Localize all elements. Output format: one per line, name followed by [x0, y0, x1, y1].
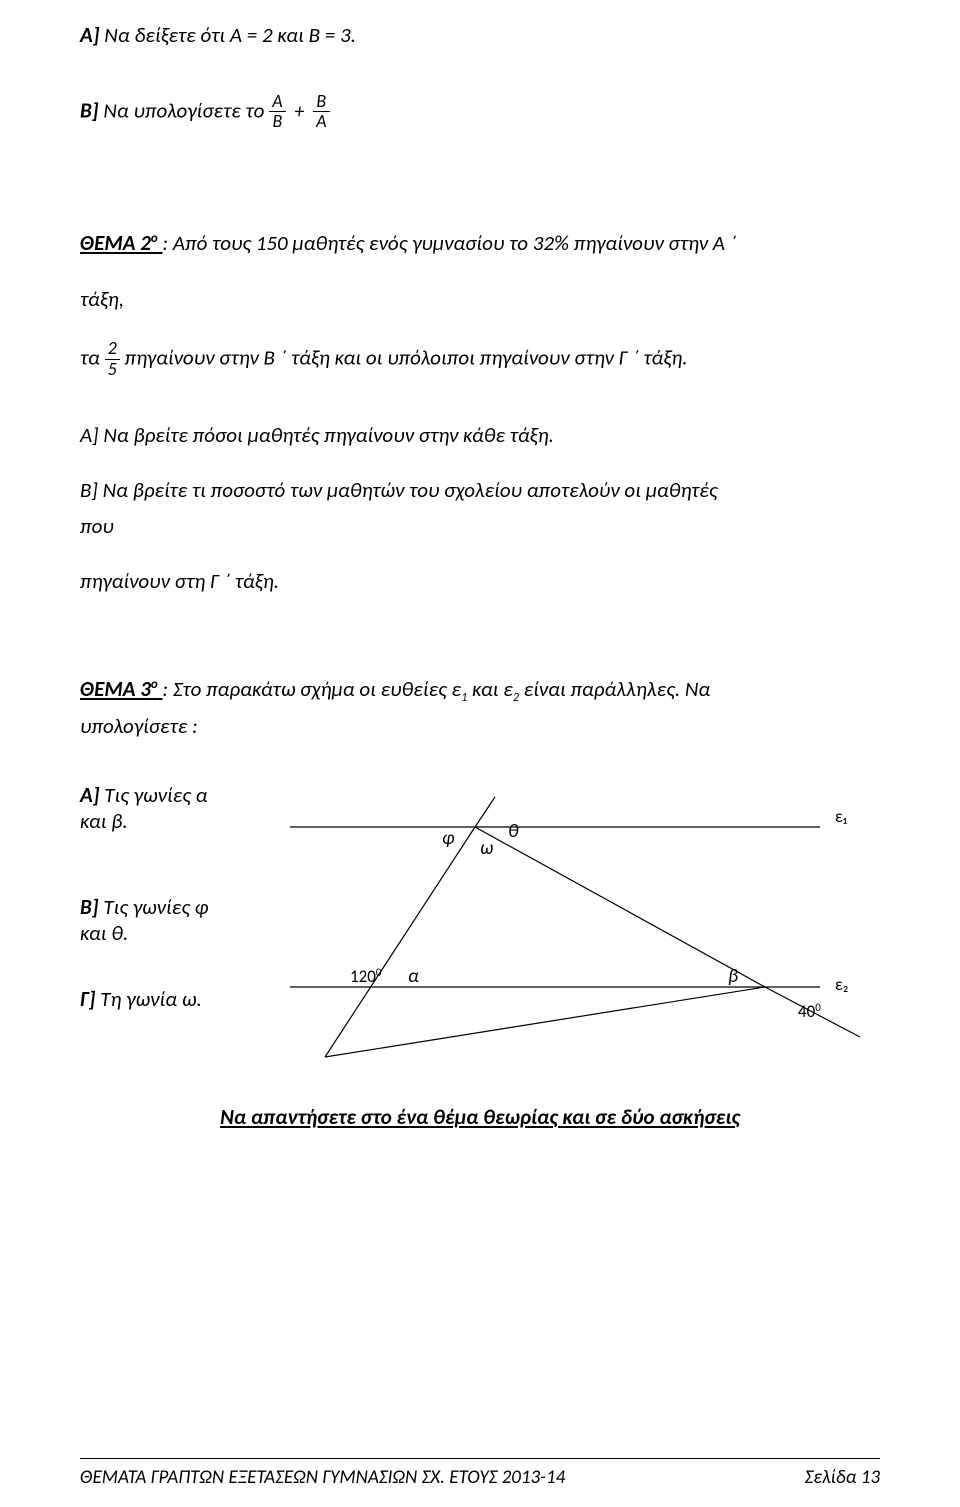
prefix-b1: Β] [80, 97, 99, 123]
text-b1: Να υπολογίσετε το [103, 97, 264, 123]
text-a1: Να δείξετε ότι Α = 2 και Β = 3. [104, 22, 356, 48]
footer-divider [80, 1458, 880, 1459]
answer-instruction: Να απαντήσετε στο ένα θέμα θεωρίας και σ… [80, 1102, 880, 1134]
svg-text:β: β [728, 965, 738, 988]
thema3-label: ΘΕΜΑ 3ο [80, 676, 162, 702]
svg-text:φ: φ [442, 827, 455, 850]
fraction-2-5: 2 5 [105, 339, 120, 380]
svg-text:ε₁: ε₁ [835, 806, 848, 827]
thema2-line3: τα 2 5 πηγαίνουν στην Β ΄ τάξη και οι υπ… [80, 339, 880, 380]
thema3-c: Γ] Τη γωνία ω. [80, 986, 240, 1012]
thema2-a-text: Να βρείτε πόσοι μαθητές πηγαίνουν στην κ… [103, 422, 554, 448]
question-b1: Β] Να υπολογίσετε το A B + B A [80, 92, 880, 133]
thema3-b: Β] Τις γωνίες φ και θ. [80, 894, 240, 946]
svg-text:ω: ω [480, 837, 493, 860]
thema2-a-prefix: Α] [80, 422, 99, 448]
prefix-a1: Α] [80, 22, 100, 48]
diagram-svg: ε₁ ε₂ 1200 α β 400 φ ωθ [280, 782, 860, 1062]
thema3-heading: ΘΕΜΑ 3ο : Στο παρακάτω σχήμα οι ευθείες … [80, 674, 880, 707]
thema3-line2: υπολογίσετε : [80, 711, 880, 743]
thema2-heading: ΘΕΜΑ 2ο : Από τους 150 μαθητές ενός γυμν… [80, 228, 880, 260]
thema2-label: ΘΕΜΑ 2ο [80, 230, 162, 256]
thema2-lead: : Από τους 150 μαθητές ενός γυμνασίου το… [162, 230, 736, 256]
thema3-content-row: Α] Τις γωνίες α και β. Β] Τις γωνίες φ κ… [80, 782, 880, 1062]
fraction-ba: B A [313, 92, 329, 133]
geometry-diagram: ε₁ ε₂ 1200 α β 400 φ ωθ [280, 782, 880, 1062]
fraction-ab: A B [269, 92, 285, 133]
footer-right: Σελίδα 13 [805, 1466, 880, 1489]
thema2-b-text: Να βρείτε τι ποσοστό των μαθητών του σχο… [103, 477, 718, 503]
thema2-b-line2: που [80, 511, 880, 543]
thema3-left-labels: Α] Τις γωνίες α και β. Β] Τις γωνίες φ κ… [80, 782, 240, 1052]
page-footer: ΘΕΜΑΤΑ ΓΡΑΠΤΩΝ ΕΞΕΤΑΣΕΩΝ ΓΥΜΝΑΣΙΩΝ ΣΧ. Ε… [80, 1466, 880, 1489]
svg-text:θ: θ [508, 820, 519, 843]
plus-icon: + [294, 97, 304, 127]
footer-left: ΘΕΜΑΤΑ ΓΡΑΠΤΩΝ ΕΞΕΤΑΣΕΩΝ ΓΥΜΝΑΣΙΩΝ ΣΧ. Ε… [80, 1466, 565, 1489]
thema2-b-prefix: Β] [80, 477, 98, 503]
question-a1: Α] Να δείξετε ότι Α = 2 και Β = 3. [80, 20, 880, 52]
thema3-a: Α] Τις γωνίες α και β. [80, 782, 240, 834]
thema2-b-line3: πηγαίνουν στη Γ ΄ τάξη. [80, 566, 880, 598]
svg-text:α: α [408, 965, 419, 988]
thema2-b-line1: Β] Να βρείτε τι ποσοστό των μαθητών του … [80, 475, 880, 507]
thema2-a: Α] Να βρείτε πόσοι μαθητές πηγαίνουν στη… [80, 420, 880, 452]
svg-text:1200: 1200 [350, 966, 382, 988]
svg-text:ε₂: ε₂ [835, 974, 848, 995]
svg-text:400: 400 [798, 1001, 821, 1023]
thema2-line2: τάξη, [80, 284, 880, 316]
